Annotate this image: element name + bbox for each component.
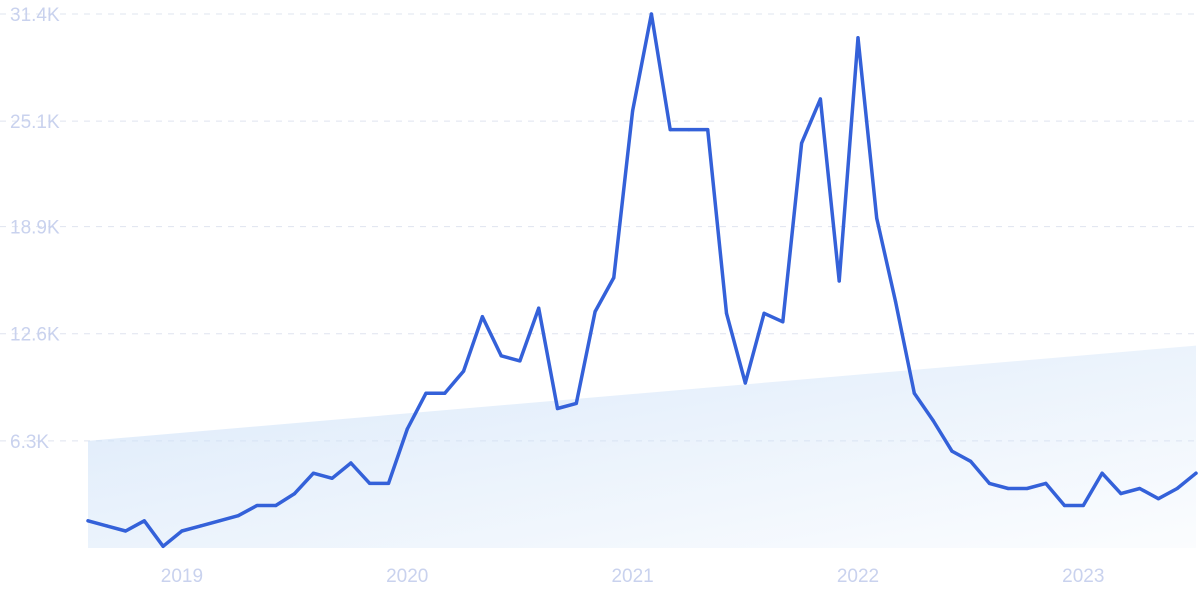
data-point (1081, 503, 1085, 508)
x-tick-label: 2022 (837, 566, 879, 587)
data-point (743, 381, 747, 385)
data-point (687, 128, 691, 132)
x-axis-ticks: 2019 2020 2021 2022 2023 (161, 566, 1105, 587)
data-point (1194, 471, 1198, 475)
data-point (649, 12, 654, 16)
data-point (236, 514, 240, 518)
data-point (161, 544, 165, 548)
data-point (1062, 503, 1067, 508)
data-point (142, 519, 146, 523)
data-point (1156, 497, 1160, 501)
data-point (105, 524, 109, 528)
x-tick-label: 2019 (161, 566, 203, 587)
data-point (781, 320, 785, 324)
data-point (837, 279, 841, 283)
y-axis-ticks: 6.3K 12.6K 18.9K 25.1K 31.4K (10, 5, 60, 453)
y-tick-label: 18.9K (10, 218, 60, 239)
data-point (574, 401, 578, 405)
data-point (818, 97, 823, 101)
data-point (424, 391, 428, 395)
data-point (912, 391, 916, 395)
data-point (987, 481, 992, 485)
data-point (555, 406, 560, 411)
data-point (537, 306, 541, 310)
data-point (86, 519, 90, 523)
data-point (1175, 486, 1179, 491)
data-point (368, 481, 372, 485)
series-line (86, 12, 1198, 549)
data-point (293, 492, 297, 496)
data-point (180, 529, 184, 533)
data-point (875, 216, 879, 220)
data-point (724, 311, 729, 315)
data-point (950, 449, 954, 453)
data-point (1044, 481, 1048, 485)
data-point (274, 503, 278, 508)
data-point (499, 354, 503, 358)
x-tick-label: 2021 (611, 566, 653, 587)
series-layer (86, 12, 1198, 549)
data-point (1119, 492, 1123, 496)
data-point (124, 529, 128, 533)
data-point (330, 476, 334, 480)
data-point (612, 276, 616, 280)
y-tick-label: 31.4K (10, 5, 60, 26)
data-point (405, 427, 409, 431)
y-tick-label: 12.6K (10, 325, 60, 346)
data-point (518, 359, 522, 363)
data-point (349, 461, 353, 465)
data-point (1006, 486, 1010, 491)
data-point (443, 391, 447, 395)
data-point (800, 141, 804, 145)
data-point (706, 128, 710, 132)
data-point (255, 503, 259, 508)
data-point (856, 36, 860, 40)
data-point (668, 128, 672, 132)
data-point (1100, 471, 1104, 475)
data-point (1025, 486, 1029, 491)
data-point (480, 315, 484, 319)
data-point (217, 519, 222, 523)
data-point (969, 459, 973, 463)
data-point (593, 310, 597, 314)
trend-area (88, 345, 1196, 548)
data-point (462, 369, 466, 373)
data-point (631, 109, 635, 113)
data-point (199, 524, 203, 528)
data-point (311, 471, 315, 475)
y-tick-label: 25.1K (10, 112, 60, 133)
data-point (893, 299, 898, 303)
x-tick-label: 2020 (386, 566, 428, 587)
x-tick-label: 2023 (1062, 566, 1104, 587)
y-tick-label: 6.3K (10, 432, 49, 453)
data-point (1138, 486, 1142, 491)
data-point (762, 311, 766, 315)
data-point (931, 418, 935, 423)
data-point (386, 481, 391, 485)
